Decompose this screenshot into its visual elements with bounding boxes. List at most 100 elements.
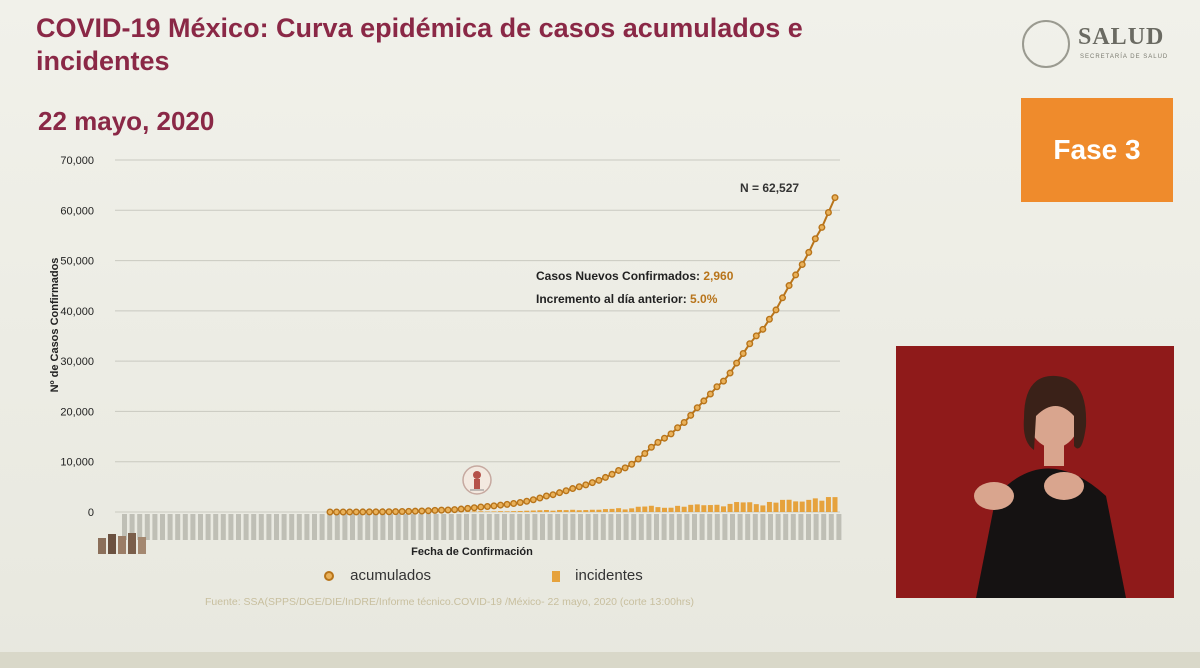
incident-bar — [688, 504, 694, 512]
x-tick-label — [220, 514, 226, 540]
incident-bar — [727, 503, 733, 512]
x-tick-label — [540, 514, 545, 540]
x-tick-label — [228, 514, 234, 540]
incident-bar — [655, 507, 661, 512]
cumulative-point — [772, 306, 780, 314]
incident-bar — [517, 510, 523, 512]
incident-bar — [609, 508, 615, 512]
cumulative-point — [431, 506, 439, 514]
x-tick-label — [448, 514, 454, 540]
y-tick-label: 60,000 — [60, 205, 94, 217]
incident-bar — [694, 504, 700, 512]
cumulative-point — [798, 260, 806, 268]
cumulative-point — [365, 508, 373, 516]
cumulative-point — [674, 424, 682, 432]
incident-bar — [537, 510, 543, 512]
incident-bar — [596, 509, 602, 512]
x-tick-label — [722, 514, 728, 540]
x-tick-label — [828, 514, 834, 540]
cumulative-point — [562, 487, 570, 495]
logo-subtext: SECRETARÍA DE SALUD — [1080, 54, 1169, 60]
cumulative-point — [542, 492, 550, 500]
cumulative-point — [411, 507, 419, 515]
x-tick-label — [494, 514, 500, 540]
x-tick-label — [198, 514, 203, 540]
cumulative-point — [346, 508, 354, 516]
incident-bar — [780, 499, 786, 512]
incident-bar — [812, 498, 818, 512]
x-tick-label — [312, 514, 317, 540]
x-tick-label — [760, 514, 766, 540]
incident-bar — [563, 510, 569, 512]
cumulative-point — [339, 508, 347, 516]
x-tick-label — [175, 514, 181, 540]
figures-illustration — [98, 533, 146, 554]
cumulative-point — [352, 508, 360, 516]
report-date: 22 mayo, 2020 — [38, 106, 215, 136]
legend-label-incidentes: incidentes — [575, 567, 643, 584]
incident-bar — [570, 509, 576, 512]
incident-bar — [668, 507, 674, 512]
x-tick-label — [129, 514, 135, 540]
incident-bar — [478, 511, 484, 512]
incident-bar — [583, 510, 589, 512]
legend-marker-icon — [324, 571, 334, 582]
x-tick-label — [304, 514, 310, 540]
x-tick-label — [524, 514, 530, 540]
incident-bar — [701, 505, 707, 512]
cumulative-point — [746, 340, 754, 348]
cumulative-point — [575, 483, 583, 491]
incident-bar — [793, 501, 799, 512]
cumulative-point — [733, 359, 741, 367]
x-tick-label — [714, 514, 720, 540]
cumulative-point — [595, 476, 603, 484]
x-tick-label — [327, 514, 333, 540]
incident-bar — [602, 509, 608, 512]
x-tick-label — [365, 514, 371, 540]
legend-acumulados: acumulados — [322, 567, 431, 584]
x-tick-label — [372, 514, 378, 540]
incident-bar — [576, 510, 582, 512]
x-tick-label — [266, 514, 272, 540]
x-tick-label — [616, 514, 621, 540]
incident-bar — [819, 500, 825, 512]
y-tick-label: 10,000 — [60, 457, 94, 469]
x-tick-label — [418, 514, 424, 540]
x-tick-label — [631, 514, 637, 540]
incident-bar — [543, 510, 549, 512]
cumulative-point — [326, 508, 334, 516]
incident-bar — [661, 507, 667, 512]
new-cases-annotation: Casos Nuevos Confirmados: 2,960 — [536, 269, 734, 283]
x-tick-label — [144, 514, 150, 540]
x-tick-label — [274, 514, 279, 540]
x-tick-label — [821, 514, 827, 540]
x-tick-label — [213, 514, 219, 540]
x-tick-label — [380, 514, 386, 540]
logo-text: SALUD — [1078, 24, 1165, 50]
x-tick-label — [593, 514, 599, 540]
cumulative-point — [529, 496, 537, 504]
x-tick-label — [790, 514, 796, 540]
incident-bar — [491, 511, 497, 512]
x-tick-label — [258, 514, 264, 540]
x-tick-label — [517, 514, 523, 540]
incident-bar — [773, 502, 779, 512]
x-tick-label — [502, 514, 507, 540]
interpreter-figure — [896, 346, 1174, 598]
x-tick-label — [441, 514, 447, 540]
x-tick-label — [775, 514, 781, 540]
x-tick-label — [486, 514, 492, 540]
x-tick-label — [623, 514, 629, 540]
incident-bar — [714, 504, 720, 512]
virus-marker-icon — [462, 465, 492, 495]
incident-bar — [484, 511, 490, 512]
cumulative-point — [647, 443, 655, 451]
incident-bar — [642, 506, 648, 512]
cumulative-point — [503, 500, 511, 508]
y-tick-label: 30,000 — [60, 356, 94, 368]
cumulative-point — [831, 194, 839, 202]
total-cases-annotation: N = 62,527 — [740, 181, 799, 195]
cumulative-point — [706, 390, 714, 398]
cumulative-point — [477, 503, 485, 511]
x-tick-label — [342, 514, 348, 540]
